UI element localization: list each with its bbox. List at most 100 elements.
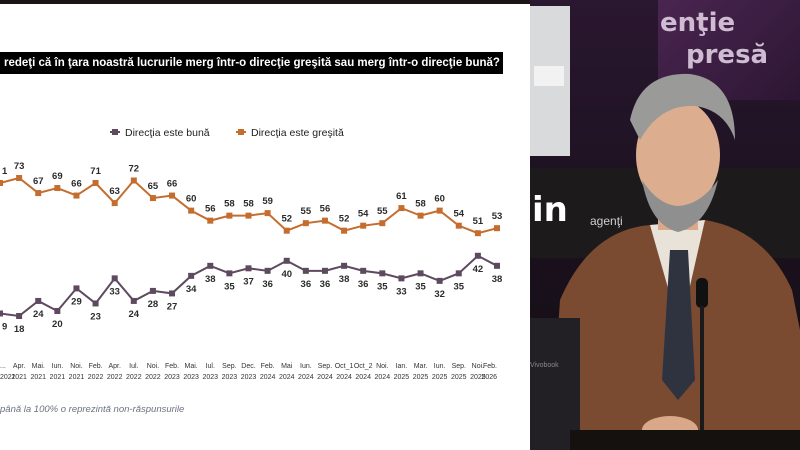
line-chart: Direcţia este bună Direcţia este greşită …	[0, 127, 503, 381]
footnote: până la 100% o reprezintă non-răspunsuri…	[0, 404, 185, 415]
x-tick-label: 2021	[30, 374, 46, 381]
legend-item: Direcţia este greşită	[236, 127, 344, 139]
data-label: 53	[492, 211, 503, 222]
x-tick-label: Oct_1	[335, 363, 354, 370]
data-label: 24	[33, 309, 44, 320]
data-point	[341, 227, 348, 234]
data-label: 59	[262, 196, 273, 207]
x-tick-label: Iun.	[52, 363, 64, 370]
data-label: 34	[186, 284, 197, 295]
data-label: 54	[453, 209, 464, 220]
desk	[570, 430, 800, 450]
data-label: 35	[377, 281, 388, 292]
data-label: 36	[262, 279, 273, 290]
data-point	[16, 313, 23, 319]
data-label: 51	[473, 216, 484, 227]
data-point	[149, 195, 156, 202]
data-label: 29	[71, 296, 82, 307]
data-label: 38	[339, 274, 350, 285]
legend-item: Direcţia este bună	[110, 127, 210, 139]
data-label: 18	[14, 324, 25, 335]
x-tick-label: Feb.	[483, 363, 497, 370]
studio-monitor	[530, 6, 570, 156]
data-point	[474, 252, 481, 259]
x-tick-label: Noi.	[376, 363, 389, 370]
data-label: 52	[339, 214, 350, 225]
data-point	[245, 212, 252, 219]
presenter-figure	[550, 73, 800, 450]
data-point	[35, 297, 42, 304]
x-tick-label: Dec.	[241, 363, 255, 370]
data-label: 20	[52, 319, 63, 330]
data-label: 35	[224, 281, 235, 292]
x-tick-label: Feb.	[261, 363, 275, 370]
data-label: 35	[415, 281, 426, 292]
x-tick-label: 2024	[336, 374, 352, 381]
data-point	[379, 220, 386, 227]
data-label: 36	[301, 279, 312, 290]
x-tick-label: 2023	[164, 374, 180, 381]
data-label: 55	[377, 206, 388, 217]
data-label: 55	[301, 206, 312, 217]
data-point	[54, 185, 61, 192]
x-tick-label: 2025	[451, 374, 467, 381]
x-tick-label: 2021	[69, 374, 85, 381]
data-point	[73, 285, 80, 292]
data-label: 56	[205, 204, 216, 215]
data-label: 23	[90, 311, 101, 322]
data-point	[188, 272, 195, 279]
data-label: 58	[224, 199, 235, 210]
x-tick-label: Mai	[281, 363, 293, 370]
data-point	[188, 207, 195, 214]
data-point	[302, 267, 309, 274]
x-axis: ... 2021 Apr. 2021 Mai. 2021 Iun. 2021 Noi. 2021 F…	[0, 363, 497, 381]
data-point	[494, 225, 500, 232]
data-label: 61	[396, 191, 407, 202]
x-tick-label: ...	[0, 363, 6, 370]
data-point	[149, 287, 156, 294]
data-label: 58	[415, 199, 426, 210]
data-point	[360, 267, 367, 274]
survey-question: redeţi că în ţara noastră lucrurile merg…	[0, 52, 503, 74]
data-point	[111, 275, 118, 282]
x-tick-label: Ian.	[396, 363, 408, 370]
x-tick-label: Feb.	[165, 363, 179, 370]
x-tick-label: Sep.	[318, 363, 332, 370]
studio-video-feed: enţie presă in agenţi Vivobook	[530, 0, 800, 450]
channel-logo-subtitle: agenţi	[590, 214, 623, 228]
data-point	[398, 205, 405, 212]
data-point	[417, 212, 424, 219]
data-label: 36	[358, 279, 369, 290]
data-label: 32	[434, 289, 445, 300]
data-point	[130, 297, 137, 304]
x-tick-label: Noi.	[147, 363, 160, 370]
data-label: 58	[243, 199, 254, 210]
data-point	[398, 275, 405, 282]
channel-logo: in	[532, 190, 568, 230]
x-tick-label: 2024	[317, 374, 333, 381]
data-point	[16, 175, 23, 181]
x-tick-label: Sep.	[452, 363, 466, 370]
data-label: 72	[129, 164, 140, 175]
data-label: 66	[167, 179, 178, 190]
data-point	[436, 277, 443, 284]
data-point	[245, 265, 252, 272]
data-point	[169, 290, 176, 297]
x-tick-label: Iul.	[129, 363, 138, 370]
banner-text: presă	[686, 40, 769, 70]
x-tick-label: 2025	[470, 374, 486, 381]
x-tick-label: 2021	[0, 374, 16, 381]
x-tick-label: Noi.	[472, 363, 485, 370]
x-tick-label: Sep.	[222, 363, 236, 370]
data-label: 37	[243, 276, 254, 287]
legend-label: Direcţia este bună	[125, 127, 210, 139]
data-point	[264, 210, 271, 217]
x-tick-label: 2024	[375, 374, 391, 381]
data-label: 63	[109, 186, 120, 197]
laptop-brand: Vivobook	[530, 362, 559, 369]
x-tick-label: 2025	[432, 374, 448, 381]
x-tick-label: Mai.	[32, 363, 45, 370]
x-tick-label: 2026	[481, 374, 497, 381]
data-label: 27	[167, 301, 178, 312]
x-tick-label: Mai.	[185, 363, 198, 370]
